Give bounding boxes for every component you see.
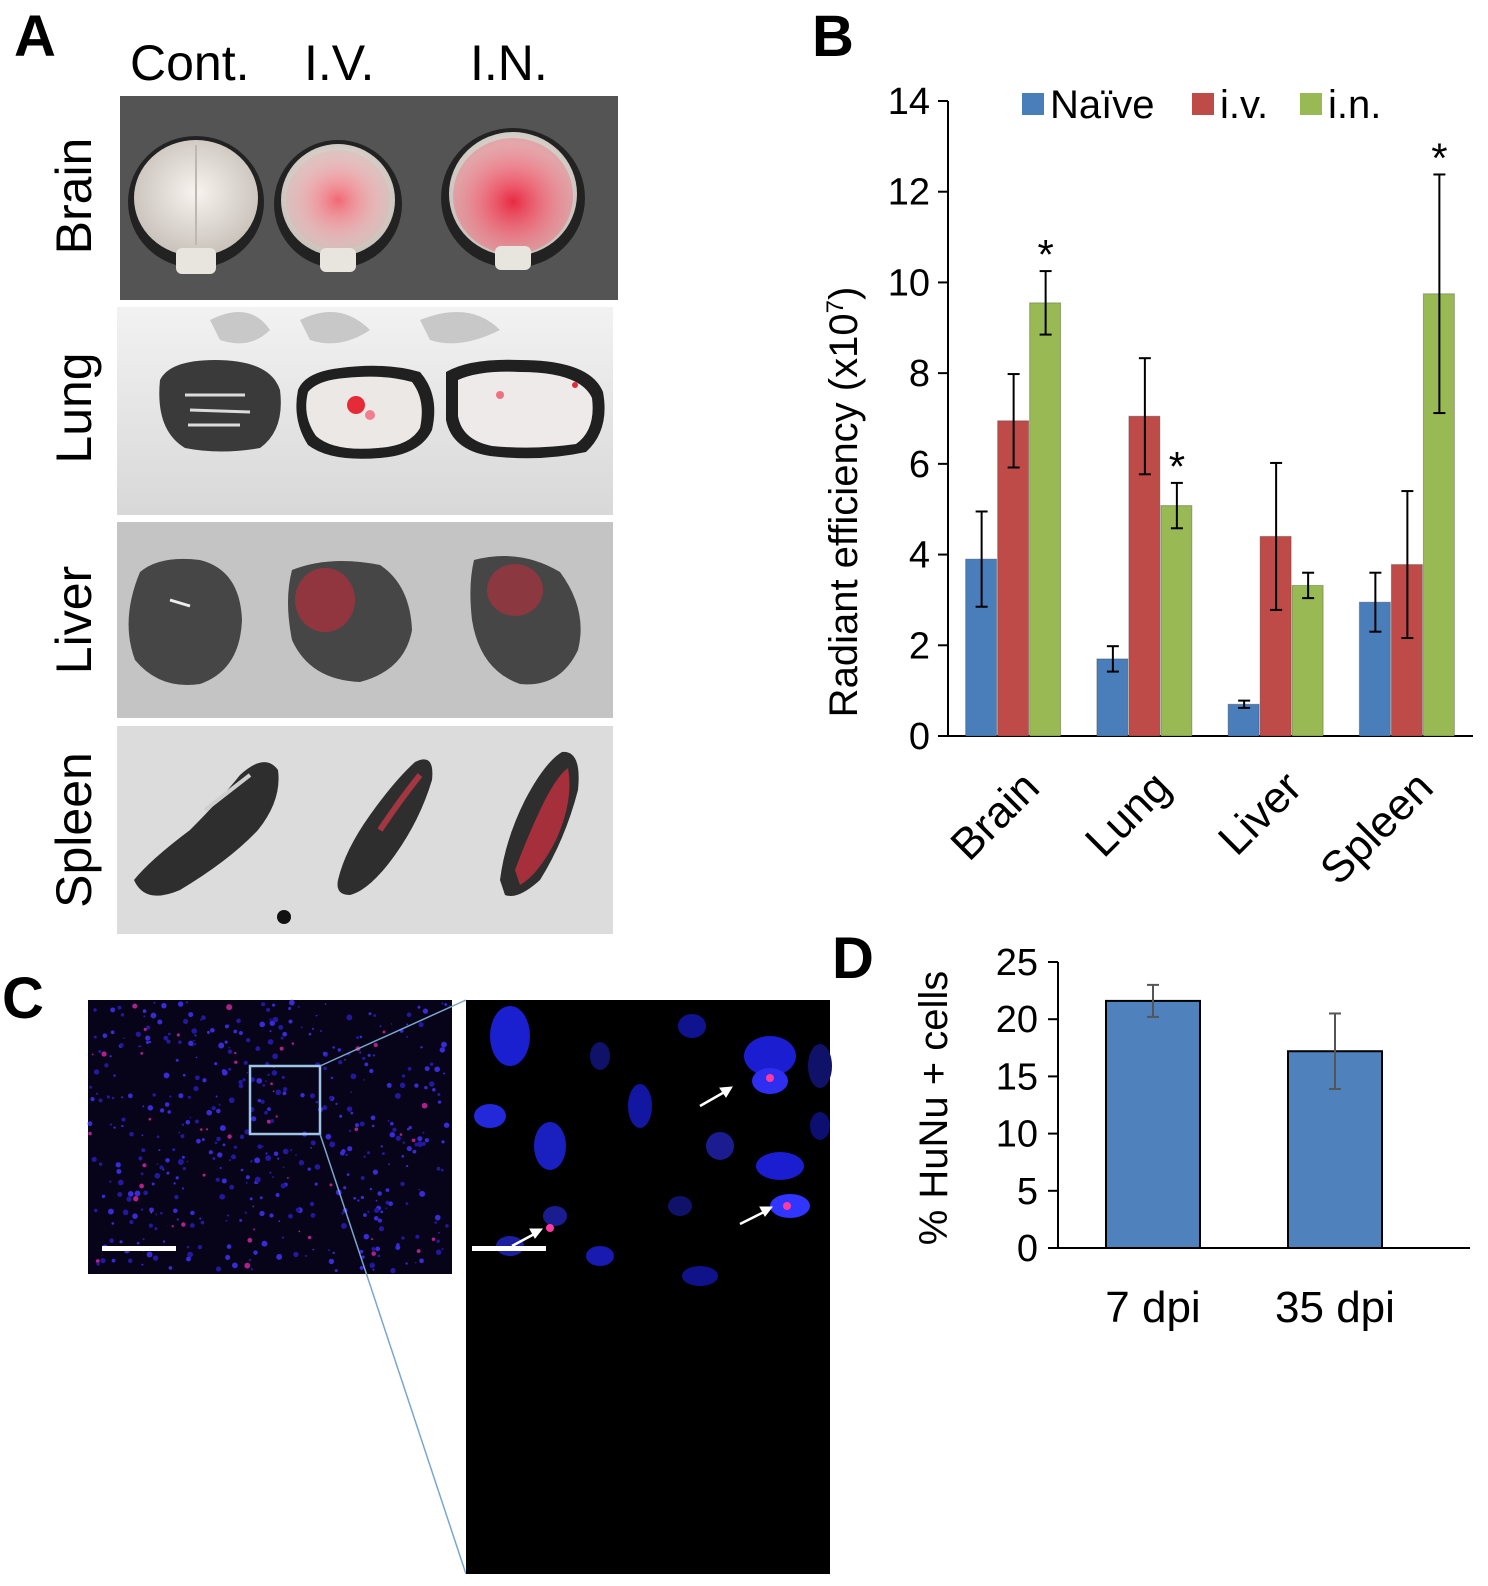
y-tick-label: 0 bbox=[1017, 1228, 1038, 1270]
column-header-control: Cont. bbox=[130, 35, 250, 91]
y-axis-label-text: Radiant efficiency (x10 bbox=[822, 313, 866, 717]
lung-iv bbox=[296, 365, 435, 459]
significance-marker: * bbox=[1169, 443, 1185, 490]
y-tick-label: 12 bbox=[888, 172, 930, 214]
legend-label-i.v.: i.v. bbox=[1220, 83, 1268, 127]
lung-image bbox=[117, 307, 613, 515]
y-tick-label: 10 bbox=[996, 1114, 1038, 1156]
y-axis-label: % HuNu + cells bbox=[912, 971, 956, 1246]
brain-in bbox=[441, 128, 585, 270]
legend-label-i.n.: i.n. bbox=[1328, 83, 1381, 127]
column-header-iv: I.V. bbox=[304, 35, 375, 91]
y-tick-label: 14 bbox=[888, 81, 930, 123]
brain-iv bbox=[274, 140, 402, 272]
liver-in bbox=[470, 556, 581, 685]
y-tick-label: 5 bbox=[1017, 1171, 1038, 1213]
y-tick-label: 2 bbox=[909, 625, 930, 667]
arrow-icon bbox=[511, 1086, 774, 1248]
y-tick-label: 4 bbox=[909, 535, 930, 577]
legend-swatch-i.n. bbox=[1300, 93, 1322, 115]
bar-i.n.-Liver bbox=[1291, 584, 1324, 737]
panel-label-a: A bbox=[14, 4, 56, 69]
liver-control bbox=[128, 558, 242, 685]
y-axis-label: Radiant efficiency (x107) bbox=[822, 287, 866, 718]
bar-i.v.-Brain bbox=[997, 420, 1030, 737]
spleen-in bbox=[500, 751, 579, 896]
spleen-iv bbox=[337, 759, 433, 895]
bar-i.n.-Brain bbox=[1029, 302, 1062, 737]
y-axis-label-close: ) bbox=[822, 287, 866, 300]
zoom-line-top bbox=[319, 999, 467, 1067]
spleen-control bbox=[134, 762, 279, 896]
y-tick-label: 10 bbox=[888, 262, 930, 304]
y-tick-label: 15 bbox=[996, 1056, 1038, 1098]
spleen-image bbox=[117, 726, 613, 934]
y-tick-label: 8 bbox=[909, 353, 930, 395]
y-tick-label: 0 bbox=[909, 716, 930, 758]
legend-swatch-Naïve bbox=[1022, 93, 1044, 115]
brain-image bbox=[120, 96, 618, 300]
y-tick-label: 6 bbox=[909, 444, 930, 486]
y-axis-label-exponent: 7 bbox=[822, 300, 849, 313]
y-tick-label: 20 bbox=[996, 999, 1038, 1041]
lung-in bbox=[446, 359, 605, 459]
significance-marker: * bbox=[1037, 231, 1053, 278]
scale-bar-overview bbox=[102, 1246, 176, 1251]
panel-label-d: D bbox=[832, 926, 874, 991]
zoom-region-box bbox=[248, 1064, 322, 1136]
significance-marker: * bbox=[1431, 134, 1447, 181]
liver-image bbox=[117, 522, 613, 718]
zoomed-nuclei bbox=[474, 1006, 832, 1286]
x-tick-label-35 dpi: 35 dpi bbox=[1275, 1283, 1395, 1332]
brain-control bbox=[128, 136, 264, 274]
x-tick-label-7 dpi: 7 dpi bbox=[1105, 1283, 1200, 1332]
chart-d: 0 5 10 15 20 25 % HuNu + cells 7 dpi 35 dpi bbox=[912, 942, 1470, 1332]
liver-iv bbox=[288, 561, 412, 682]
scale-bar-zoomed bbox=[472, 1246, 546, 1251]
legend-swatch-i.v. bbox=[1192, 93, 1214, 115]
y-tick-label: 25 bbox=[996, 942, 1038, 984]
panel-label-c: C bbox=[2, 966, 44, 1031]
bar-Naïve-Liver bbox=[1227, 703, 1260, 737]
panel-label-b: B bbox=[812, 4, 854, 69]
organ-imaging-grid bbox=[117, 96, 618, 934]
column-header-in: I.N. bbox=[470, 35, 548, 91]
lung-control bbox=[159, 360, 281, 452]
bar-7 dpi bbox=[1105, 999, 1201, 1249]
legend-label-Naïve: Naïve bbox=[1050, 83, 1155, 127]
